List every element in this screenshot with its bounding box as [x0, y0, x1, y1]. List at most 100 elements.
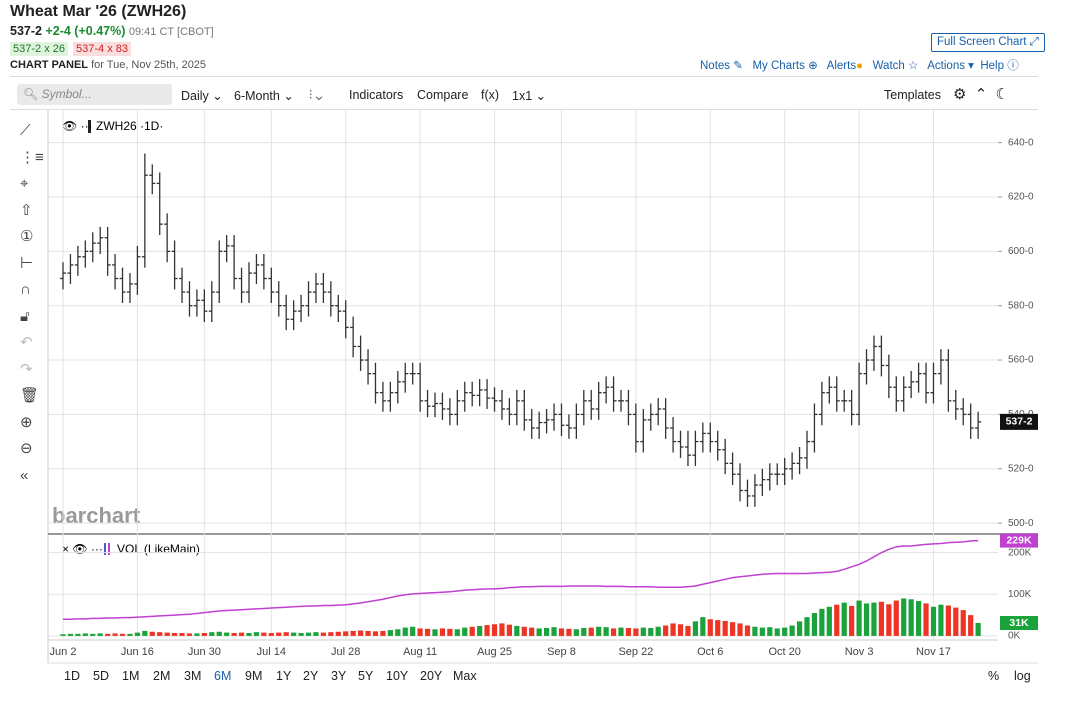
range-button[interactable]: log: [1014, 669, 1031, 683]
volume-bar: [975, 623, 981, 636]
help-link[interactable]: Help: [980, 60, 1004, 72]
range-button[interactable]: 5Y: [358, 669, 374, 683]
volume-bar: [841, 602, 847, 636]
last-price-box: [1000, 413, 1038, 430]
volume-bar: [633, 628, 639, 636]
panel-date: for Tue, Nov 25th, 2025: [91, 59, 207, 71]
full-screen-button[interactable]: Full Screen Chart ⤢: [931, 33, 1045, 52]
volume-bar: [372, 631, 379, 636]
volume-bar: [149, 631, 155, 636]
volume-bar: [82, 633, 88, 636]
last-value-box: [1000, 616, 1038, 631]
y-tick-label: 560-0: [1008, 355, 1034, 366]
range-button[interactable]: 1Y: [276, 669, 292, 683]
volume-bar: [901, 598, 907, 636]
volume-bar: [700, 617, 706, 636]
quote-line: 537-2 +2-4 (+0.47%) 09:41 CT [CBOT]: [10, 24, 214, 38]
range-button[interactable]: 1D: [64, 669, 80, 683]
range-button[interactable]: 3M: [184, 669, 202, 683]
volume-bar: [134, 632, 140, 636]
range-button[interactable]: 10Y: [386, 669, 409, 683]
volume-bar: [387, 630, 393, 636]
volume-bar: [521, 626, 527, 636]
volume-bar: [551, 627, 557, 636]
x-tick-label: Aug 11: [403, 646, 437, 658]
volume-bar: [157, 632, 163, 636]
volume-bar: [558, 628, 565, 636]
volume-bar: [968, 615, 974, 636]
range-button[interactable]: 9M: [245, 669, 263, 683]
volume-bar: [194, 633, 200, 636]
volume-bar: [938, 604, 944, 636]
range-button[interactable]: %: [988, 669, 1000, 683]
panel-label: CHART PANEL: [10, 59, 89, 71]
range-button[interactable]: 1M: [122, 669, 140, 683]
mycharts-link[interactable]: My Charts: [752, 60, 805, 72]
compare-button[interactable]: Compare: [417, 88, 469, 102]
separator: [10, 109, 1038, 110]
volume-bar: [618, 627, 624, 636]
volume-bar: [536, 628, 542, 636]
volume-bar: [663, 625, 669, 636]
chart-style-menu[interactable]: ⫶ ⌄: [309, 88, 323, 102]
range-button[interactable]: 2M: [153, 669, 171, 683]
volume-bar: [60, 634, 66, 636]
y-tick-label: 200K: [1008, 547, 1032, 558]
watermark: barchart: [52, 503, 141, 528]
templates-button[interactable]: Templates: [884, 88, 941, 102]
x-tick-label: Sep 8: [547, 646, 576, 658]
last-price: 537-2: [10, 24, 42, 38]
volume-bar: [886, 604, 892, 636]
volume-bar: [291, 632, 297, 636]
layout: 1x1: [512, 89, 533, 103]
last-value-label: 229K: [1006, 534, 1032, 546]
volume-bar: [261, 632, 267, 636]
volume-bar: [484, 625, 490, 636]
volume-bar: [164, 632, 170, 636]
volume-bar: [782, 627, 788, 636]
x-tick-label: Jun 30: [188, 646, 221, 658]
volume-bar: [209, 632, 215, 636]
volume-bar: [424, 628, 431, 636]
actions-link[interactable]: Actions: [927, 60, 965, 72]
volume-bar: [737, 623, 743, 636]
range-button[interactable]: Max: [453, 669, 477, 683]
range-button[interactable]: 20Y: [420, 669, 443, 683]
range-button[interactable]: 5D: [93, 669, 109, 683]
fx-button[interactable]: f(x): [481, 88, 500, 102]
interval-menu[interactable]: Daily ⌄: [181, 89, 223, 103]
volume-bar: [811, 613, 818, 636]
volume-bar: [581, 628, 587, 636]
alerts-link[interactable]: Alerts: [826, 60, 857, 72]
period-menu[interactable]: 6-Month ⌄: [234, 89, 294, 103]
volume-bar: [893, 600, 899, 636]
volume-bar: [871, 602, 877, 636]
notes-link[interactable]: Notes: [700, 60, 731, 72]
volume-bar: [603, 627, 609, 636]
volume-bar: [767, 627, 773, 636]
range-button[interactable]: 3Y: [331, 669, 347, 683]
watch-link[interactable]: Watch: [872, 60, 905, 72]
range-button[interactable]: 2Y: [303, 669, 319, 683]
ask: 537-4 x 83: [73, 42, 131, 56]
drawing-tools[interactable]: ⟋ ⋮≡ ⌖ ⇧ ① ⊢ ∩ 🔓︎ ↶ ↷ 🗑︎ ⊕ ⊖ «: [20, 122, 44, 484]
settings-button[interactable]: ⚙ ⌃ ☾: [953, 86, 1010, 103]
volume-bar: [105, 633, 111, 636]
panel-line: CHART PANEL for Tue, Nov 25th, 2025: [10, 59, 206, 71]
layout-menu[interactable]: 1x1 ⌄: [512, 89, 547, 103]
volume-bar: [796, 621, 803, 636]
study-controls[interactable]: × 👁 ···: [62, 542, 103, 556]
range-button[interactable]: 6M: [214, 669, 232, 683]
volume-bar: [491, 624, 498, 636]
eye-icon[interactable]: 👁 ···: [62, 119, 93, 133]
volume-bar: [328, 632, 334, 636]
volume-bar: [692, 621, 698, 636]
change: +2-4 (+0.47%): [45, 24, 126, 38]
volume-bar: [953, 607, 959, 636]
indicators-button[interactable]: Indicators: [349, 88, 404, 102]
volume-bar: [573, 629, 579, 636]
symbol-search[interactable]: 🔍︎ Symbol...: [17, 84, 172, 105]
volume-bar: [730, 622, 736, 636]
volume-bar: [670, 623, 676, 636]
y-tick-label: 620-0: [1008, 192, 1034, 203]
